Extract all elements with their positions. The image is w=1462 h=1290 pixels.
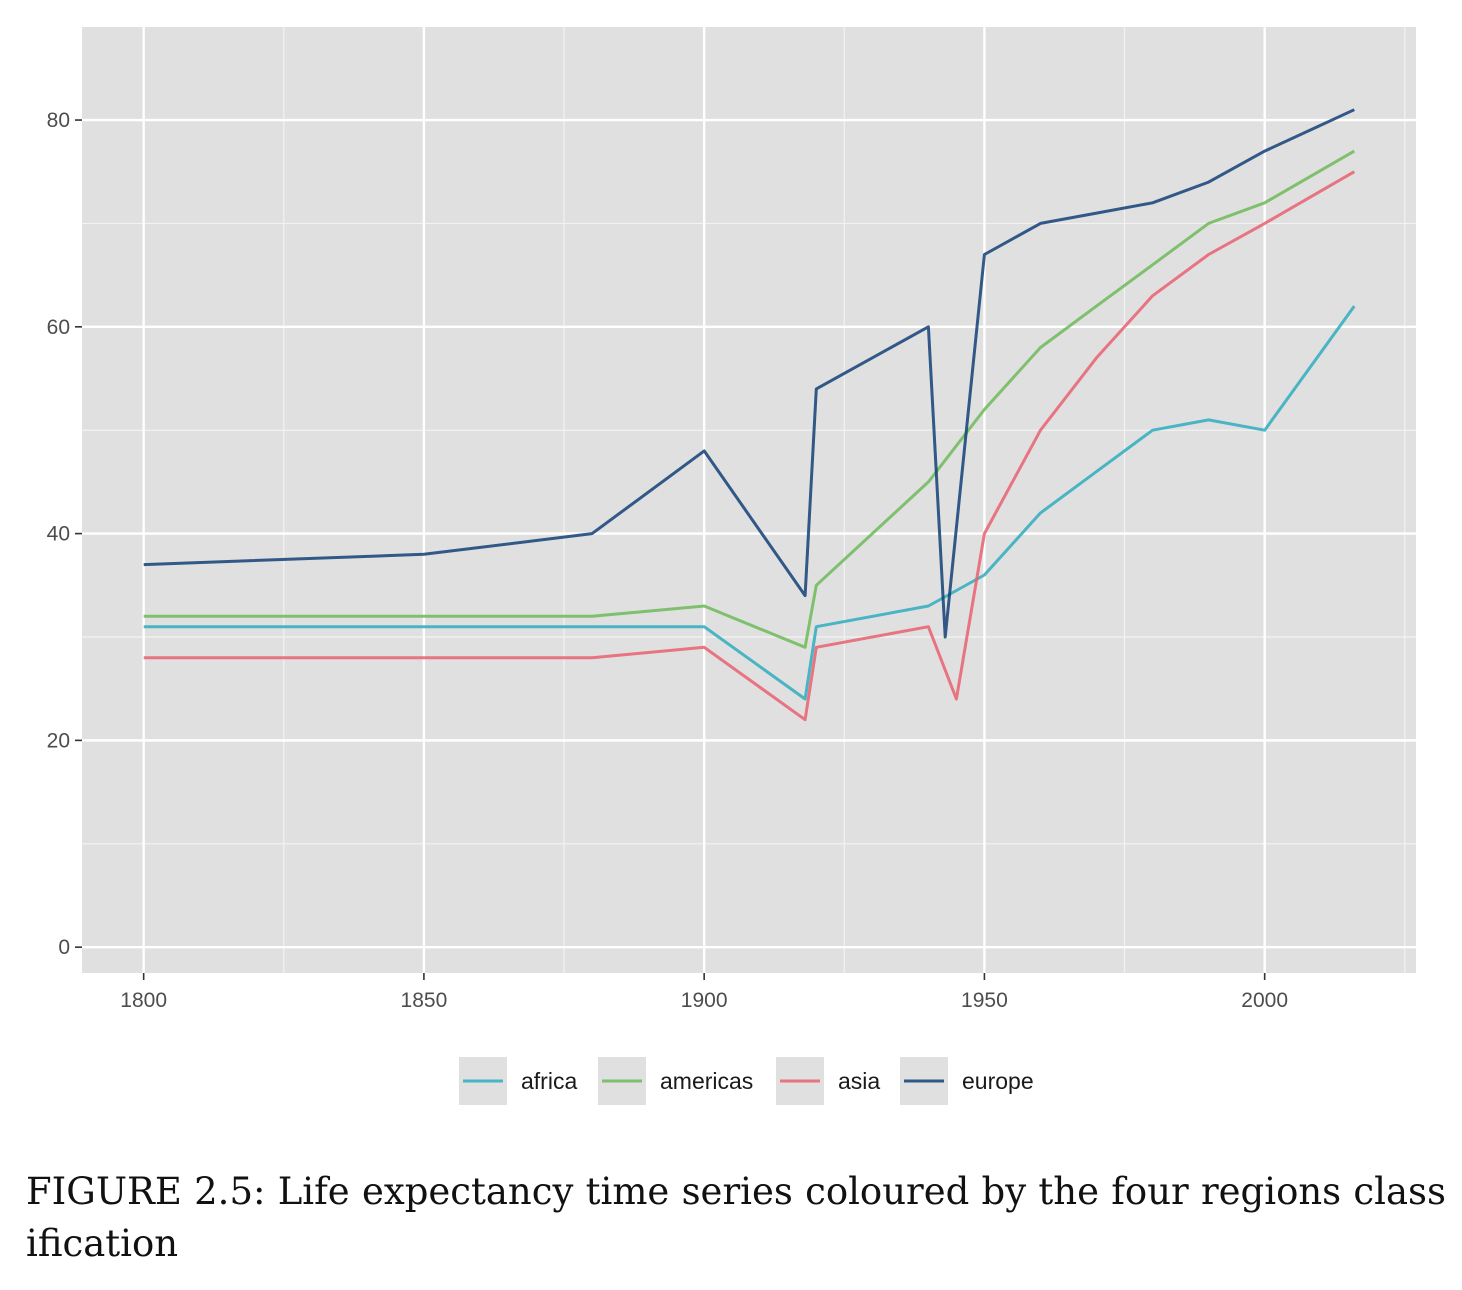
y-tick-label: 60 (47, 316, 70, 339)
legend-label-africa: africa (521, 1068, 577, 1094)
legend: africa americas asia europe (459, 1057, 1034, 1105)
y-tick-label: 20 (47, 729, 70, 752)
plot-panel (82, 27, 1416, 973)
x-tick-label: 2000 (1241, 989, 1288, 1012)
y-tick-label: 0 (58, 936, 70, 959)
x-axis: 1800 1850 1900 1950 2000 (120, 973, 1288, 1012)
chart-container: 0 20 40 60 80 1800 1850 1900 1950 2000 africa ame… (47, 27, 1416, 1105)
y-axis: 0 20 40 60 80 (47, 109, 82, 959)
series-line-americas (143, 149, 1356, 649)
legend-label-americas: americas (660, 1068, 753, 1094)
figure-caption: FIGURE 2.5: Life expectancy time series … (26, 1170, 1446, 1265)
y-tick-label: 40 (47, 523, 70, 546)
y-tick-label: 80 (47, 109, 70, 132)
legend-label-asia: asia (838, 1068, 880, 1094)
series-line-europe (143, 108, 1355, 639)
x-tick-label: 1850 (401, 989, 448, 1012)
x-tick-label: 1800 (120, 989, 167, 1012)
legend-label-europe: europe (962, 1068, 1034, 1094)
line-chart: 0 20 40 60 80 1800 1850 1900 1950 2000 africa ame… (47, 27, 1416, 1105)
minor-gridlines (82, 27, 1416, 973)
series-line-africa (143, 305, 1356, 701)
series-lines (143, 108, 1356, 722)
x-tick-label: 1900 (681, 989, 728, 1012)
x-tick-label: 1950 (961, 989, 1008, 1012)
series-line-asia (143, 170, 1356, 722)
major-gridlines (82, 27, 1416, 973)
